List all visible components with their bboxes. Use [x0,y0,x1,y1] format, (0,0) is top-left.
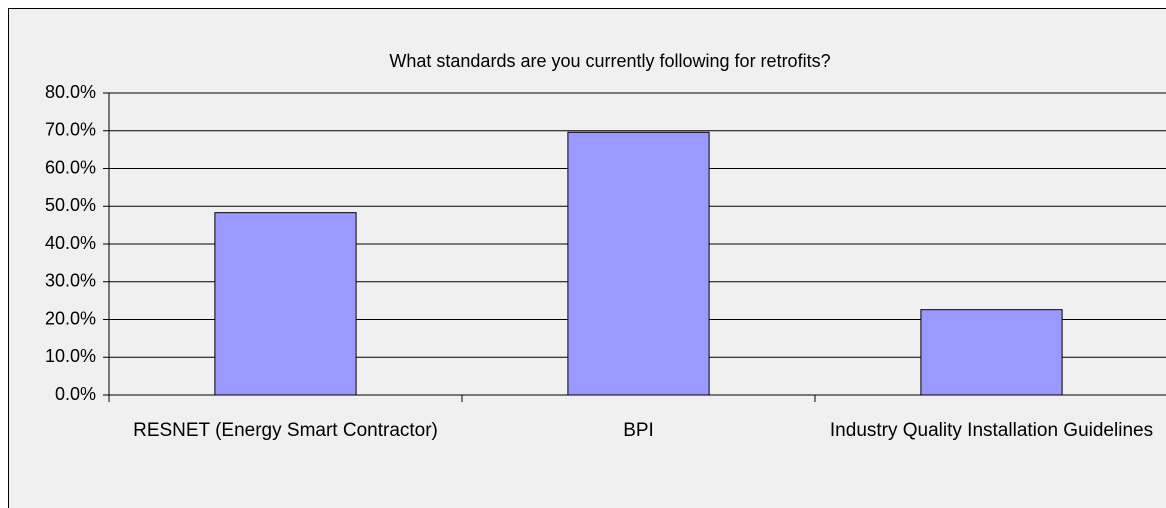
y-tick-label: 80.0% [45,82,96,102]
y-tick-label: 70.0% [45,120,96,140]
y-tick-label: 30.0% [45,271,96,291]
y-tick-label: 60.0% [45,157,96,177]
x-tick-label: Industry Quality Installation Guidelines [829,420,1154,441]
y-tick-label: 20.0% [45,308,96,328]
y-tick-label: 40.0% [45,233,96,253]
x-tick-label: BPI [623,420,654,441]
bar [214,212,357,396]
x-tick-label: RESNET (Energy Smart Contractor) [133,420,438,441]
y-tick-label: 50.0% [45,195,96,215]
bar [920,309,1063,396]
chart-title: What standards are you currently followi… [389,51,830,71]
y-tick-label: 10.0% [45,346,96,366]
y-tick-label: 0.0% [55,384,96,404]
bar [567,131,710,396]
